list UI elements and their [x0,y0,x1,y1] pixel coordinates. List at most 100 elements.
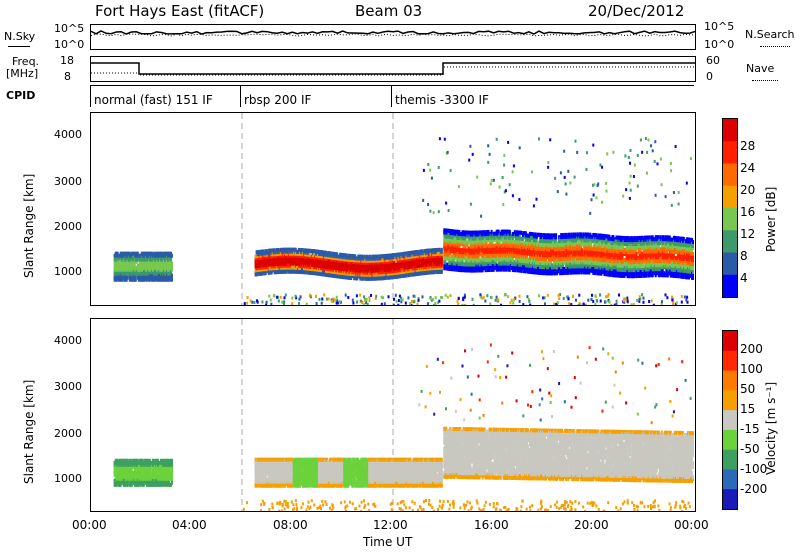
scatter-cell [287,255,290,260]
scatter-cell [465,256,468,261]
scatter-cell [122,251,125,256]
scatter-cell [123,263,126,268]
scatter-cell [150,259,153,264]
scatter-cell [490,253,493,258]
scatter-cell [612,235,615,240]
scatter-cell [118,273,121,278]
scatter-cell [293,265,296,270]
scatter-cell [540,233,542,237]
scatter-cell [116,259,119,264]
scatter-cell [171,253,173,258]
scatter-cell [126,269,129,274]
scatter-cell [561,271,564,276]
scatter-cell [117,275,120,280]
scatter-cell [142,261,145,266]
scatter-cell [143,275,146,280]
scatter-cell [556,265,559,270]
scatter-cell [475,244,478,249]
scatter-cell [523,253,526,258]
scatter-cell [149,257,152,262]
scatter-cell [114,257,117,262]
scatter-cell [551,263,553,268]
scatter-cell [124,257,127,262]
scatter-cell [426,260,429,265]
scatter-cell [143,261,146,266]
scatter-cell [113,267,116,272]
nave-line [91,66,695,76]
scatter-cell [518,234,521,239]
scatter-cell [286,255,289,260]
scatter-cell [155,261,158,266]
cpid-top-line [90,85,694,86]
scatter-cell [157,263,160,268]
scatter-cell [113,277,116,282]
scatter-cell [563,267,566,271]
scatter-cell [147,273,150,278]
scatter-cell [153,257,156,262]
scatter-cell [558,235,561,240]
scatter-cell [115,267,118,272]
scatter-cell [124,255,127,260]
scatter-cell [567,266,570,271]
scatter-cell [576,232,579,237]
scatter-cell [507,261,510,266]
scatter-cell [146,251,149,256]
scatter-cell [554,247,557,252]
scatter-cell [146,261,149,266]
scatter-cell [126,267,129,272]
scatter-cell [611,247,614,251]
scatter-cell [119,263,122,268]
scatter-cell [542,257,544,262]
scatter-cell [355,266,358,271]
scatter-cell [607,242,610,247]
scatter-cell [144,269,147,274]
scatter-cell [564,266,567,271]
scatter-cell [553,237,556,242]
scatter-cell [292,247,295,252]
scatter-cell [152,255,155,260]
scatter-cell [122,263,125,268]
scatter-cell [136,257,139,262]
scatter-cell [552,263,555,268]
scatter-cell [114,261,117,266]
scatter-cell [544,233,546,238]
scatter-cell [152,263,155,268]
scatter-cell [521,237,524,241]
scatter-cell [263,251,266,256]
scatter-cell [125,257,128,262]
scatter-cell [155,273,158,278]
scatter-cell [115,251,118,256]
scatter-cell [119,273,122,278]
scatter-cell [171,265,173,270]
scatter-cell [559,257,562,262]
scatter-cell [155,269,158,274]
freq-tick-top: 18 [60,54,74,67]
scatter-cell [127,265,130,270]
scatter-cell [283,269,286,274]
scatter-cell [554,239,557,244]
scatter-cell [122,271,125,276]
scatter-cell [150,251,153,256]
scatter-cell [289,247,292,252]
scatter-cell [145,265,148,270]
scatter-cell [385,253,388,258]
scatter-cell [160,269,162,274]
scatter-cell [121,277,124,282]
scatter-cell [143,253,146,258]
scatter-cell [460,232,463,237]
scatter-cell [444,260,447,265]
scatter-cell [417,267,420,272]
scatter-cell [293,269,296,274]
scatter-cell [120,273,123,278]
scatter-cell [125,255,128,260]
scatter-cell [285,267,288,272]
scatter-cell [293,257,296,262]
scatter-cell [294,259,297,264]
scatter-cell [149,269,152,274]
scatter-cell [518,236,521,241]
scatter-cell [256,272,259,277]
scatter-cell [154,275,157,280]
scatter-cell [385,273,388,278]
scatter-cell [134,273,137,278]
scatter-cell [581,234,584,239]
